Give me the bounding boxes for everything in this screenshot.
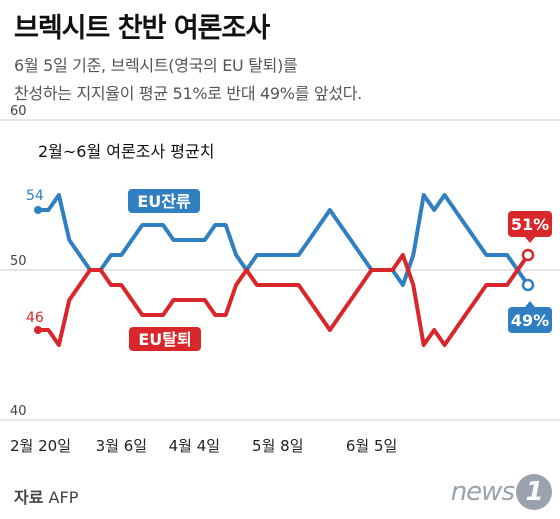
start-label: 54	[26, 188, 44, 204]
series-line-remain	[36, 193, 530, 287]
source-value: AFP	[48, 488, 79, 507]
source-note: 자료 AFP	[14, 484, 78, 508]
end-label-remain-text: 49%	[511, 311, 549, 330]
y-tick-label: 60	[10, 104, 27, 119]
x-tick-label: 4월 4일	[169, 437, 220, 455]
y-tick-label: 40	[10, 404, 27, 419]
legend-remain-text: EU잔류	[137, 192, 191, 211]
legend-leave-box	[129, 327, 201, 351]
end-point	[521, 248, 535, 262]
end-point	[521, 278, 535, 292]
subtitle-line-1: 6월 5일 기준, 브렉시트(영국의 EU 탈퇴)를	[14, 56, 298, 75]
x-tick-label: 5월 8일	[252, 437, 303, 455]
x-tick-label: 6월 5일	[346, 437, 397, 455]
end-label-leave-text: 51%	[511, 215, 549, 234]
end-label-remain-pointer	[525, 301, 535, 307]
page-title: 브렉시트 찬반 여론조사	[14, 13, 270, 44]
start-point	[34, 206, 42, 214]
y-tick-label: 50	[10, 254, 27, 269]
logo-mark: 1	[516, 474, 552, 510]
start-point	[34, 326, 42, 334]
subtitle-line-2: 찬성하는 지지율이 평균 51%로 반대 49%를 앞섰다.	[14, 84, 362, 103]
legend-remain-box	[128, 189, 200, 213]
x-tick-label: 2월 20일	[10, 437, 71, 455]
news1-logo: news 1	[451, 474, 552, 510]
start-label: 46	[26, 310, 44, 326]
chart-title: 2월~6월 여론조사 평균치	[38, 142, 214, 161]
source-label: 자료	[14, 488, 44, 507]
end-label-leave-pointer	[525, 237, 535, 243]
legend-leave-text: EU탈퇴	[138, 330, 191, 349]
series-line-leave	[36, 253, 530, 347]
x-tick-label: 3월 6일	[96, 437, 147, 455]
end-label-leave-box	[508, 211, 552, 237]
end-label-remain-box	[508, 307, 552, 333]
logo-text: news	[450, 477, 515, 507]
